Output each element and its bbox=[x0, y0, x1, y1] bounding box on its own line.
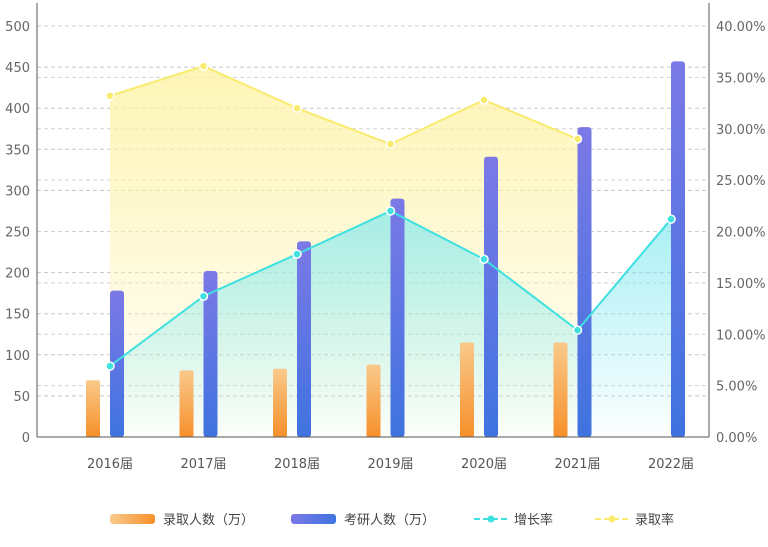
bars bbox=[86, 61, 685, 437]
left-axis-tick-label: 100 bbox=[5, 349, 30, 364]
left-axis-tick-label: 350 bbox=[5, 143, 30, 158]
x-axis-tick-label: 2016届 bbox=[87, 457, 133, 472]
lines bbox=[105, 61, 676, 371]
growth-point-2022届 bbox=[666, 214, 676, 224]
right-axis-tick-label: 35.00% bbox=[716, 71, 766, 86]
x-axis-tick-label: 2019届 bbox=[367, 457, 413, 472]
rate-point-2018届 bbox=[292, 103, 302, 113]
legend-swatch-kaoyan bbox=[291, 514, 336, 524]
x-axis-tick-label: 2017届 bbox=[180, 457, 226, 472]
right-axis-tick-label: 20.00% bbox=[716, 226, 766, 241]
left-axis-tick-label: 450 bbox=[5, 61, 30, 76]
rate-point-2016届 bbox=[105, 91, 115, 101]
x-axis-tick-label: 2020届 bbox=[461, 457, 507, 472]
legend-swatch-luqu bbox=[110, 514, 155, 524]
right-axis-tick-label: 30.00% bbox=[716, 123, 766, 138]
right-axis-tick-label: 10.00% bbox=[716, 328, 766, 343]
bar-luqu-2019届 bbox=[366, 364, 381, 437]
bar-kaoyan-2016届 bbox=[110, 290, 124, 437]
growth-point-2019届 bbox=[385, 206, 396, 216]
bar-kaoyan-2017届 bbox=[203, 270, 218, 437]
bar-kaoyan-2021届 bbox=[577, 127, 592, 437]
bar-kaoyan-2019届 bbox=[390, 198, 405, 437]
x-axis-tick-label: 2022届 bbox=[648, 457, 694, 472]
right-axis-tick-label: 15.00% bbox=[716, 277, 766, 292]
rate-line bbox=[109, 65, 578, 146]
left-axis-tick-label: 250 bbox=[5, 226, 30, 241]
growth-point-2021届 bbox=[572, 325, 583, 335]
legend-label-rate: 录取率 bbox=[635, 512, 674, 528]
bar-luqu-2017届 bbox=[179, 370, 194, 437]
left-axis-tick-label: 200 bbox=[5, 267, 30, 282]
bar-luqu-2021届 bbox=[553, 342, 568, 437]
bar-luqu-2016届 bbox=[86, 380, 100, 437]
x-axis-tick-label: 2018届 bbox=[274, 457, 320, 472]
left-axis-tick-label: 500 bbox=[5, 20, 30, 35]
bar-kaoyan-2018届 bbox=[297, 241, 311, 437]
growth-point-2017届 bbox=[198, 291, 209, 301]
left-axis-tick-label: 400 bbox=[5, 102, 30, 117]
rate-point-2020届 bbox=[479, 95, 489, 105]
growth-point-2016届 bbox=[105, 361, 115, 371]
left-axis-tick-label: 0 bbox=[22, 431, 30, 446]
legend-label-luqu: 录取人数（万） bbox=[163, 513, 254, 528]
legend-label-growth: 增长率 bbox=[514, 512, 553, 528]
right-axis-tick-label: 40.00% bbox=[716, 20, 766, 35]
left-axis-tick-label: 150 bbox=[5, 308, 30, 323]
legend-label-kaoyan: 考研人数（万） bbox=[344, 513, 435, 528]
rate-point-2017届 bbox=[198, 61, 209, 71]
right-axis-tick-label: 0.00% bbox=[716, 431, 757, 446]
growth-point-2018届 bbox=[292, 249, 302, 259]
x-axis-tick-label: 2021届 bbox=[554, 457, 600, 472]
right-axis-tick-label: 5.00% bbox=[716, 380, 757, 395]
left-axis-tick-label: 300 bbox=[5, 184, 30, 199]
growth-point-2020届 bbox=[479, 254, 489, 264]
bar-kaoyan-2022届 bbox=[671, 61, 685, 437]
bar-kaoyan-2020届 bbox=[484, 156, 498, 437]
left-axis-tick-label: 50 bbox=[13, 390, 30, 405]
legend-marker-growth bbox=[487, 515, 495, 523]
rate-point-2021届 bbox=[572, 134, 583, 144]
legend: 录取人数（万） 考研人数（万） 增长率 录取率 bbox=[110, 512, 674, 528]
right-axis-tick-label: 25.00% bbox=[716, 174, 766, 189]
bar-luqu-2020届 bbox=[460, 342, 474, 437]
axes: 0 50 100 150 200 250 300 350 400 450 500 0.00% 5.00%… bbox=[5, 3, 766, 472]
legend-marker-rate bbox=[608, 515, 616, 523]
bar-luqu-2018届 bbox=[273, 368, 287, 437]
rate-point-2019届 bbox=[385, 139, 396, 149]
